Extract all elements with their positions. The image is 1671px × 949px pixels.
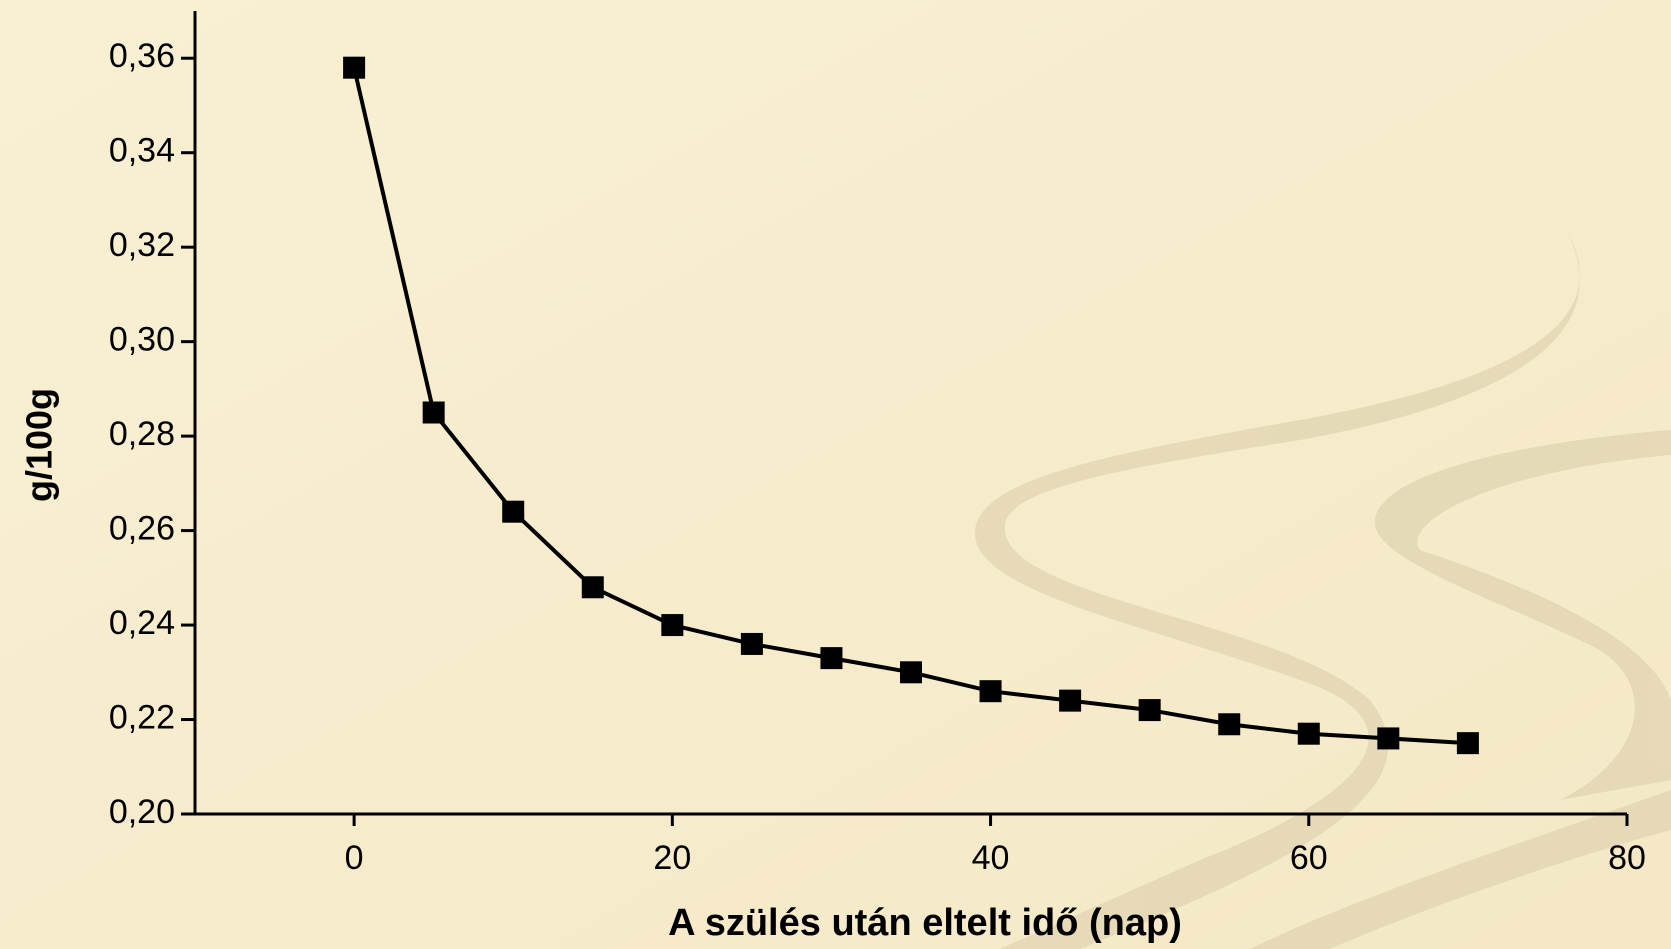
y-axis-label: g/100g <box>19 388 60 502</box>
marker <box>1377 727 1399 749</box>
x-tick-label: 0 <box>345 839 364 877</box>
x-axis-label: A szülés után eltelt idő (nap) <box>668 902 1182 944</box>
x-tick-label: 80 <box>1608 839 1646 877</box>
marker <box>502 501 524 523</box>
marker <box>1298 723 1320 745</box>
y-tick-label: 0,30 <box>109 321 175 359</box>
marker <box>1457 732 1479 754</box>
marker <box>980 680 1002 702</box>
x-tick-label: 20 <box>653 839 691 877</box>
y-tick-label: 0,36 <box>109 37 175 75</box>
marker <box>1059 690 1081 712</box>
x-tick-label: 40 <box>972 839 1010 877</box>
marker <box>343 57 365 79</box>
y-tick-label: 0,34 <box>109 132 175 170</box>
chart: A szülés után eltelt idő (nap) g/100g 0,… <box>0 0 1671 949</box>
y-tick-label: 0,24 <box>109 604 175 642</box>
marker <box>1218 713 1240 735</box>
marker <box>582 576 604 598</box>
y-tick-label: 0,20 <box>109 793 175 831</box>
marker <box>741 633 763 655</box>
marker <box>820 647 842 669</box>
marker <box>1139 699 1161 721</box>
y-tick-label: 0,32 <box>109 226 175 264</box>
marker <box>661 614 683 636</box>
y-tick-label: 0,22 <box>109 699 175 737</box>
marker <box>423 402 445 424</box>
background <box>0 0 1671 949</box>
y-tick-label: 0,26 <box>109 510 175 548</box>
marker <box>900 661 922 683</box>
y-tick-label: 0,28 <box>109 415 175 453</box>
x-tick-label: 60 <box>1290 839 1328 877</box>
